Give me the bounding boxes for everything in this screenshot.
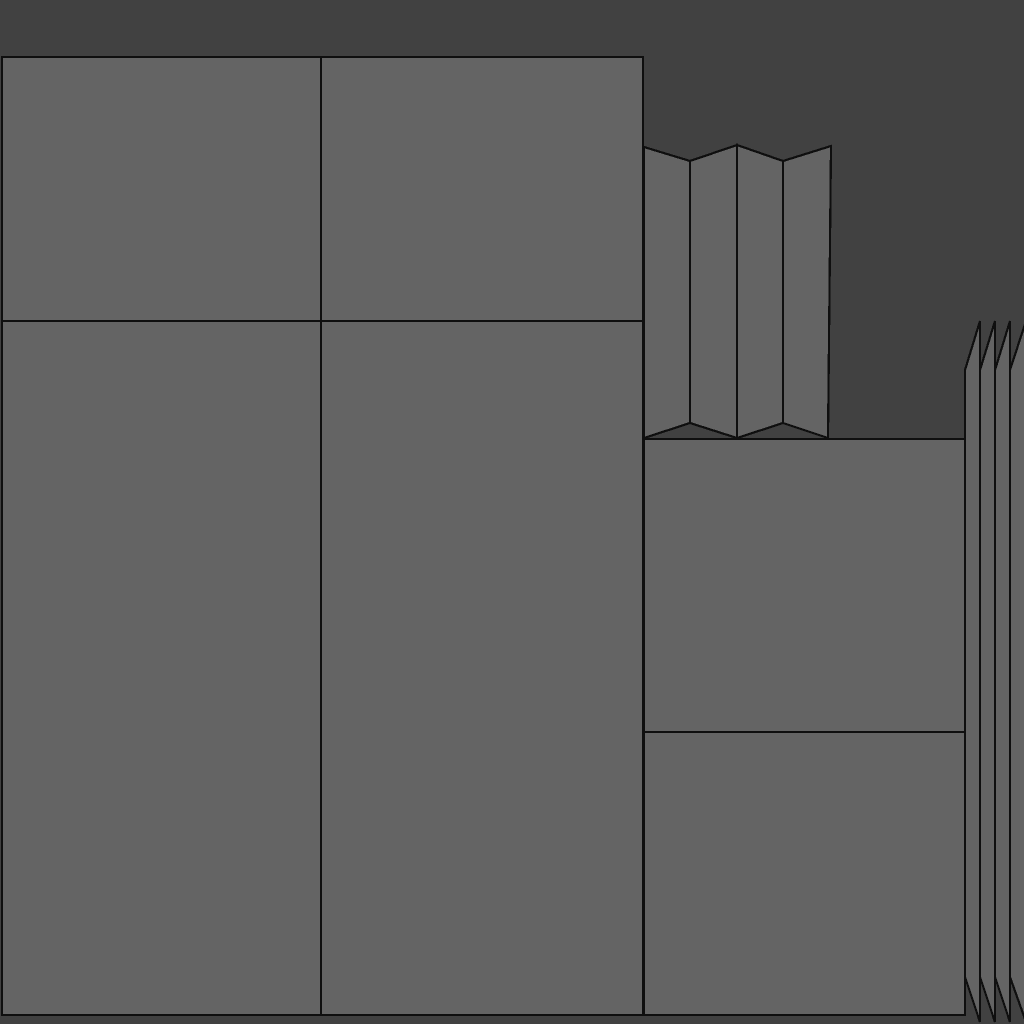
floor-slab-upper — [642, 437, 967, 734]
left-wall-cell-bottom-right — [319, 319, 645, 1017]
accordion-panel-3 — [735, 143, 785, 440]
left-wall-cell-top-right — [319, 55, 645, 323]
accordion-panel-4 — [781, 144, 833, 440]
edge-fold-strip-1 — [963, 320, 982, 1023]
floor-slab-lower — [642, 730, 967, 1017]
edge-fold-strip-3 — [993, 320, 1012, 1023]
edge-fold-strip-4 — [1008, 323, 1024, 1020]
left-wall-cell-top-left — [0, 55, 323, 323]
accordion-panel-2 — [688, 143, 739, 440]
scene-root — [0, 55, 1024, 1023]
left-wall-cell-bottom-left — [0, 319, 323, 1017]
edge-fold-strip-2 — [978, 320, 997, 1023]
accordion-panel-1 — [642, 145, 692, 440]
